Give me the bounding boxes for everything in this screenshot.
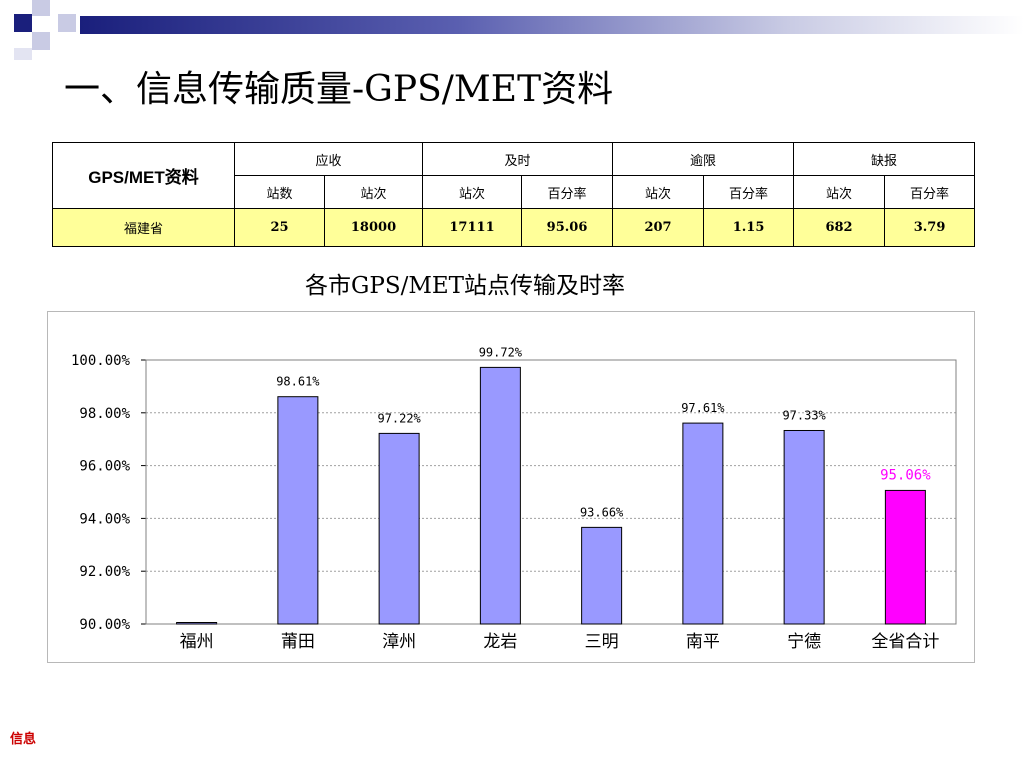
table-cell: 1.15: [703, 208, 795, 247]
y-tick-label: 98.00%: [79, 406, 130, 422]
x-tick-label: 全省合计: [871, 632, 939, 652]
table-subheader: 百分率: [521, 175, 614, 209]
table-group-header: 缺报: [793, 142, 976, 176]
table-group-header: 应收: [233, 142, 424, 176]
table-cell: 207: [612, 208, 705, 247]
table-row-name: 福建省: [52, 208, 235, 247]
x-tick-label: 龙岩: [483, 632, 517, 652]
chart-area: 90.00% 92.00% 94.00% 96.00% 98.00% 100.00% 福州 9…: [47, 311, 975, 663]
x-tick-label: 福州: [180, 632, 214, 652]
chart-title: 各市GPS/MET站点传输及时率: [304, 273, 626, 299]
table-subheader: 百分率: [703, 175, 795, 209]
corner-square-decoration: [32, 32, 50, 50]
data-label: 95.06%: [880, 467, 931, 483]
corner-square-decoration: [32, 0, 50, 16]
data-label: 99.72%: [479, 345, 523, 359]
table-cell: 682: [793, 208, 886, 247]
bar: [783, 429, 825, 625]
summary-table: GPS/MET资料 应收 及时 逾限 缺报 站数 站次 站次 百分率 站次 百分…: [52, 142, 976, 247]
corner-square-decoration: [58, 14, 76, 32]
data-label: 97.61%: [681, 401, 725, 415]
x-tick-label: 南平: [686, 632, 720, 652]
bar: [581, 526, 623, 625]
table-subheader: 站次: [793, 175, 886, 209]
x-tick-label: 漳州: [382, 632, 416, 652]
table-subheader: 站次: [422, 175, 523, 209]
table-corner-label: GPS/MET资料: [52, 142, 235, 209]
page-title: 一、信息传输质量-GPS/MET资料: [64, 69, 614, 110]
table-subheader: 站次: [323, 175, 424, 209]
table-subheader: 百分率: [884, 175, 976, 209]
table-cell: 95.06: [521, 208, 614, 247]
y-tick-label: 100.00%: [71, 353, 131, 369]
data-label: 98.61%: [276, 375, 320, 389]
bar: [176, 622, 218, 625]
table-row: 福建省 25 18000 17111 95.06 207 1.15 682 3.…: [52, 208, 976, 247]
y-tick-label: 96.00%: [79, 459, 130, 475]
table-cell: 3.79: [884, 208, 976, 247]
bar: [277, 396, 319, 625]
bar-chart: 90.00% 92.00% 94.00% 96.00% 98.00% 100.00% 福州 9…: [71, 345, 957, 652]
y-tick-label: 94.00%: [79, 511, 130, 527]
corner-square-decoration: [14, 14, 32, 32]
table-cell: 25: [234, 208, 325, 247]
x-tick-label: 宁德: [787, 632, 821, 652]
data-label: 97.33%: [782, 408, 826, 422]
bar: [884, 489, 926, 625]
x-tick-label: 莆田: [281, 632, 315, 652]
table-subheader: 站数: [234, 175, 325, 209]
bar: [378, 432, 420, 625]
table-cell: 17111: [422, 208, 523, 247]
title-gradient-bar: [80, 16, 1024, 34]
plot-frame: [145, 359, 957, 625]
table-group-header: 及时: [422, 142, 614, 176]
table-cell: 18000: [323, 208, 424, 247]
table-group-header: 逾限: [612, 142, 795, 176]
data-label: 97.22%: [377, 411, 421, 425]
bar: [682, 422, 724, 625]
x-tick-label: 三明: [585, 632, 619, 652]
table-subheader: 站次: [612, 175, 705, 209]
y-tick-label: 90.00%: [79, 617, 130, 633]
y-tick-label: 92.00%: [79, 564, 130, 580]
bar: [479, 366, 521, 625]
data-label: 93.66%: [580, 505, 624, 519]
corner-square-decoration: [14, 48, 32, 60]
footer-label: 信息: [10, 732, 37, 747]
